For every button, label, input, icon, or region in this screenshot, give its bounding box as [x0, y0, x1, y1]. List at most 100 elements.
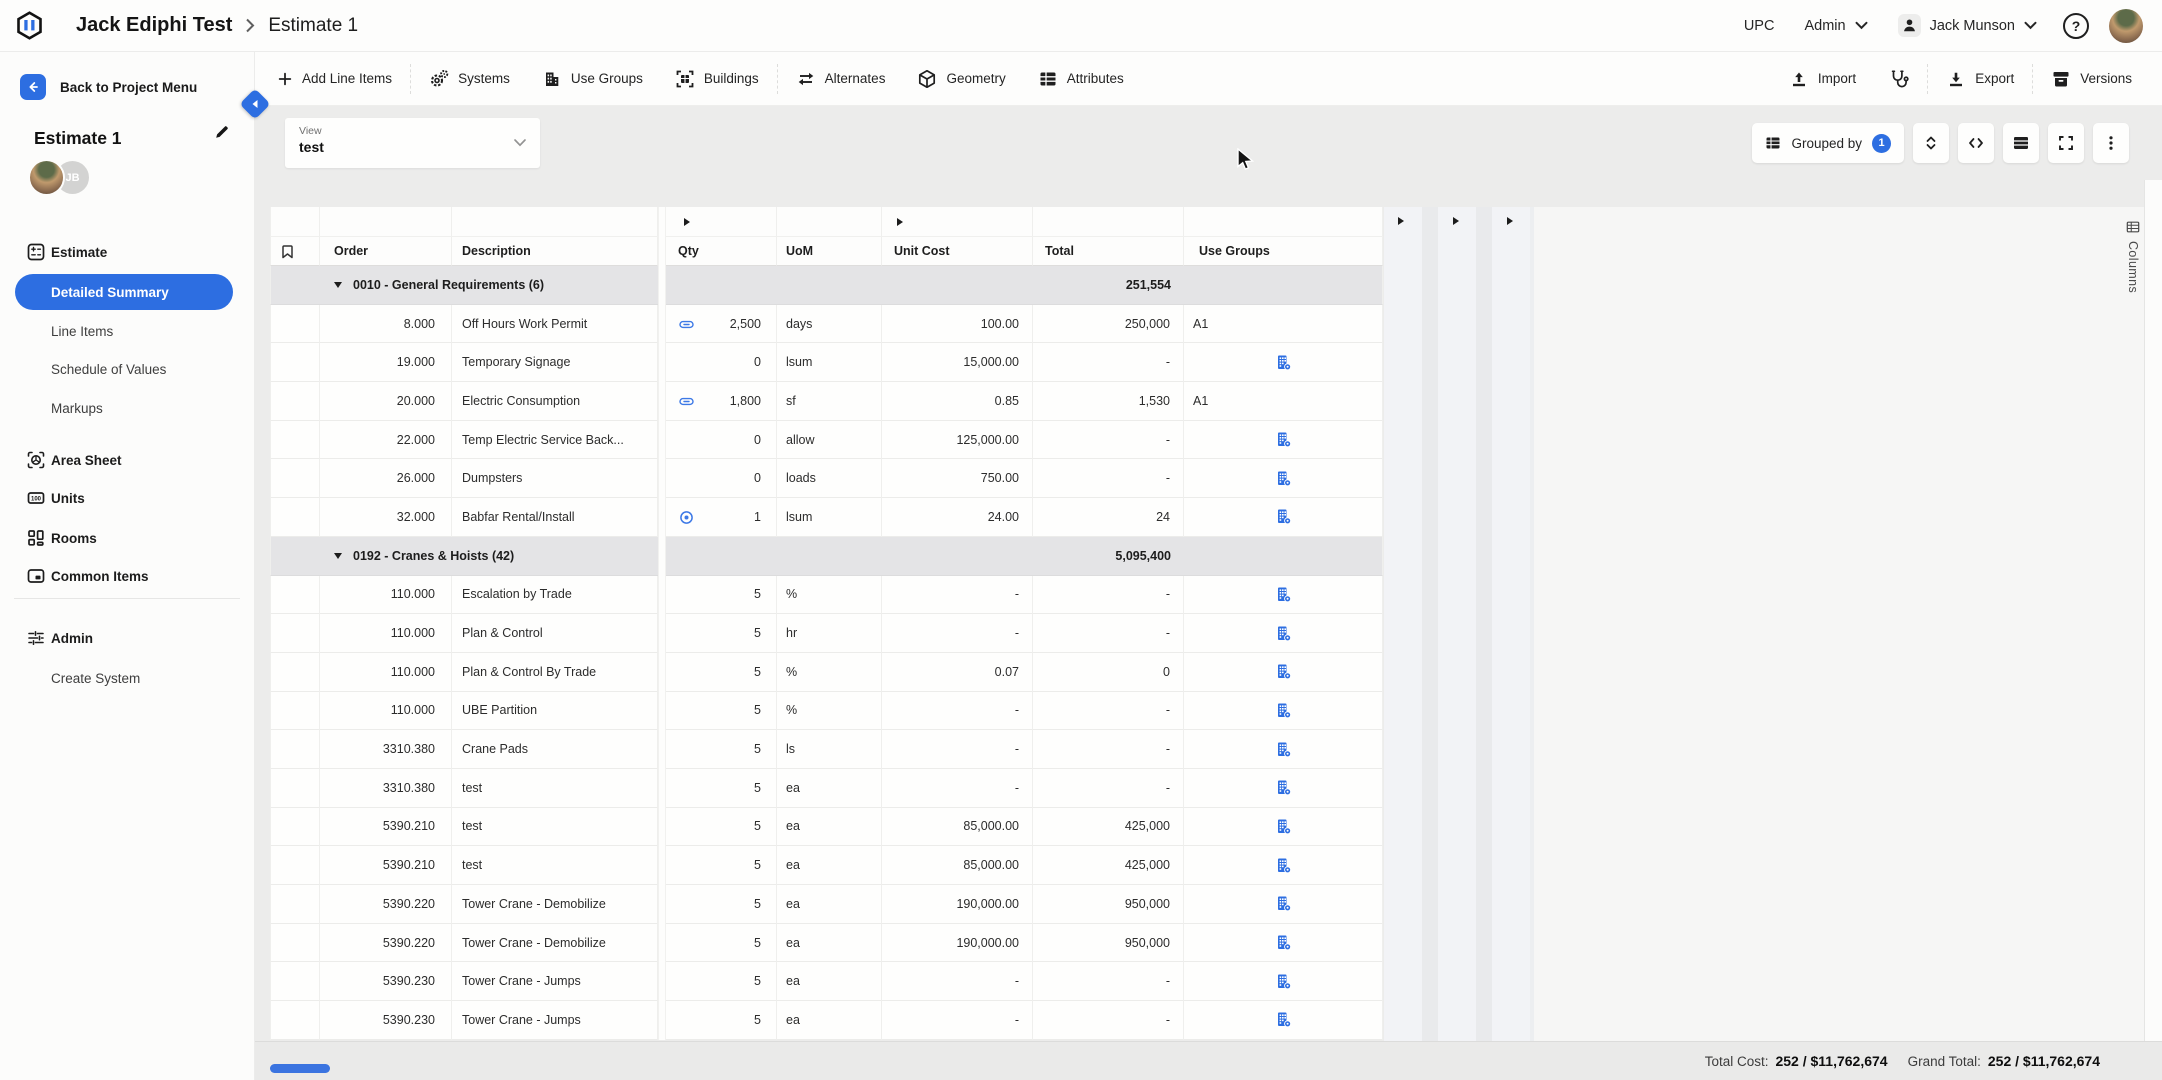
row-flag-cell[interactable]: [270, 885, 320, 924]
sidebar-item-common-items[interactable]: Common Items: [0, 558, 254, 594]
cell-description[interactable]: Tower Crane - Jumps: [452, 1001, 658, 1040]
cell-unit-cost[interactable]: -: [882, 768, 1033, 808]
cell-unit-cost[interactable]: -: [882, 691, 1033, 731]
building-gear-icon[interactable]: [1275, 586, 1292, 603]
cell-total[interactable]: 425,000: [1033, 846, 1184, 885]
cell-description[interactable]: Plan & Control: [452, 614, 658, 653]
cell-total[interactable]: 1,530: [1033, 382, 1184, 421]
sidebar-item-units[interactable]: 100 Units: [0, 480, 254, 516]
building-gear-icon[interactable]: [1275, 779, 1292, 796]
cell-order[interactable]: 32.000: [320, 498, 452, 537]
cell-total[interactable]: -: [1033, 343, 1184, 383]
cell-unit-cost[interactable]: 0.07: [882, 652, 1033, 692]
collapse-group-icon[interactable]: [334, 281, 342, 288]
row-flag-cell[interactable]: [270, 304, 320, 344]
cell-description[interactable]: Babfar Rental/Install: [452, 498, 658, 537]
cell-use-groups[interactable]: [1184, 885, 1383, 924]
cell-qty[interactable]: 0: [666, 420, 777, 460]
building-gear-icon[interactable]: [1275, 934, 1292, 951]
cell-total[interactable]: -: [1033, 575, 1184, 615]
grouped-by-button[interactable]: Grouped by 1: [1752, 123, 1904, 163]
cell-description[interactable]: UBE Partition: [452, 691, 658, 731]
geometry-button[interactable]: Geometry: [901, 52, 1021, 106]
cell-qty[interactable]: 5: [666, 614, 777, 653]
building-gear-icon[interactable]: [1275, 857, 1292, 874]
columns-panel-tab[interactable]: Columns: [2126, 220, 2140, 293]
row-flag-cell[interactable]: [270, 846, 320, 885]
cell-qty[interactable]: 5: [666, 846, 777, 885]
flag-column-header[interactable]: [270, 237, 320, 266]
cell-unit-cost[interactable]: -: [882, 575, 1033, 615]
role-dropdown[interactable]: Admin: [1804, 18, 1868, 34]
cell-qty[interactable]: 5: [666, 768, 777, 808]
versions-button[interactable]: Versions: [2035, 52, 2148, 106]
sidebar-item-detailed-summary[interactable]: Detailed Summary: [15, 274, 233, 310]
header-description[interactable]: Description: [452, 237, 658, 266]
cell-use-groups[interactable]: [1184, 768, 1383, 808]
expand-column-group-icon[interactable]: [1453, 217, 1459, 225]
cell-total[interactable]: 24: [1033, 498, 1184, 537]
cell-qty[interactable]: 5: [666, 807, 777, 847]
cell-total[interactable]: 0: [1033, 652, 1184, 692]
target-icon[interactable]: [679, 510, 694, 525]
cell-use-groups[interactable]: [1184, 1001, 1383, 1040]
breadcrumb-project[interactable]: Jack Ediphi Test: [76, 14, 233, 36]
cell-qty[interactable]: 2,500: [666, 304, 777, 344]
cell-uom[interactable]: ea: [777, 885, 882, 924]
cell-use-groups[interactable]: [1184, 652, 1383, 692]
cell-unit-cost[interactable]: 190,000.00: [882, 923, 1033, 963]
cell-uom[interactable]: ls: [777, 730, 882, 769]
cell-uom[interactable]: ea: [777, 807, 882, 847]
row-flag-cell[interactable]: [270, 691, 320, 731]
sidebar-item-rooms[interactable]: Rooms: [0, 520, 254, 556]
header-qty[interactable]: Qty: [666, 237, 777, 266]
link-icon[interactable]: [679, 394, 694, 409]
cell-qty[interactable]: 1,800: [666, 382, 777, 421]
collapse-group-icon[interactable]: [334, 552, 342, 559]
sidebar-item-admin[interactable]: Admin: [0, 620, 254, 656]
cell-description[interactable]: Escalation by Trade: [452, 575, 658, 615]
cell-uom[interactable]: ea: [777, 923, 882, 963]
systems-button[interactable]: Systems: [413, 52, 526, 106]
sidebar-item-line-items[interactable]: Line Items: [0, 313, 254, 349]
cell-use-groups[interactable]: [1184, 498, 1383, 537]
app-logo-icon[interactable]: [15, 11, 44, 40]
cell-uom[interactable]: %: [777, 575, 882, 615]
cell-order[interactable]: 5390.210: [320, 846, 452, 885]
cell-use-groups[interactable]: [1184, 730, 1383, 769]
row-flag-cell[interactable]: [270, 459, 320, 499]
cell-unit-cost[interactable]: -: [882, 614, 1033, 653]
expand-collapse-rows-button[interactable]: [1913, 123, 1949, 163]
row-flag-cell[interactable]: [270, 343, 320, 383]
cell-use-groups[interactable]: [1184, 807, 1383, 847]
cell-use-groups[interactable]: [1184, 962, 1383, 1002]
cell-uom[interactable]: sf: [777, 382, 882, 421]
cell-description[interactable]: test: [452, 807, 658, 847]
cell-uom[interactable]: ea: [777, 1001, 882, 1040]
cell-use-groups[interactable]: [1184, 343, 1383, 383]
building-gear-icon[interactable]: [1275, 1011, 1292, 1028]
row-flag-cell[interactable]: [270, 807, 320, 847]
header-uom[interactable]: UoM: [777, 237, 882, 266]
cell-uom[interactable]: lsum: [777, 498, 882, 537]
cell-use-groups[interactable]: A1: [1184, 304, 1383, 344]
header-unit-cost[interactable]: Unit Cost: [882, 237, 1033, 266]
cell-description[interactable]: Tower Crane - Demobilize: [452, 885, 658, 924]
building-gear-icon[interactable]: [1275, 895, 1292, 912]
sidebar-item-schedule-of-values[interactable]: Schedule of Values: [0, 351, 254, 387]
cell-use-groups[interactable]: [1184, 846, 1383, 885]
row-flag-cell[interactable]: [270, 420, 320, 460]
cell-qty[interactable]: 5: [666, 962, 777, 1002]
cell-order[interactable]: 3310.380: [320, 768, 452, 808]
cell-order[interactable]: 110.000: [320, 652, 452, 692]
cell-use-groups[interactable]: [1184, 459, 1383, 499]
cell-unit-cost[interactable]: 24.00: [882, 498, 1033, 537]
cell-order[interactable]: 3310.380: [320, 730, 452, 769]
row-density-button[interactable]: [2003, 123, 2039, 163]
cell-qty[interactable]: 0: [666, 343, 777, 383]
cell-order[interactable]: 5390.220: [320, 885, 452, 924]
row-flag-cell[interactable]: [270, 923, 320, 963]
use-groups-button[interactable]: Use Groups: [526, 52, 659, 106]
cell-uom[interactable]: %: [777, 652, 882, 692]
building-gear-icon[interactable]: [1275, 973, 1292, 990]
